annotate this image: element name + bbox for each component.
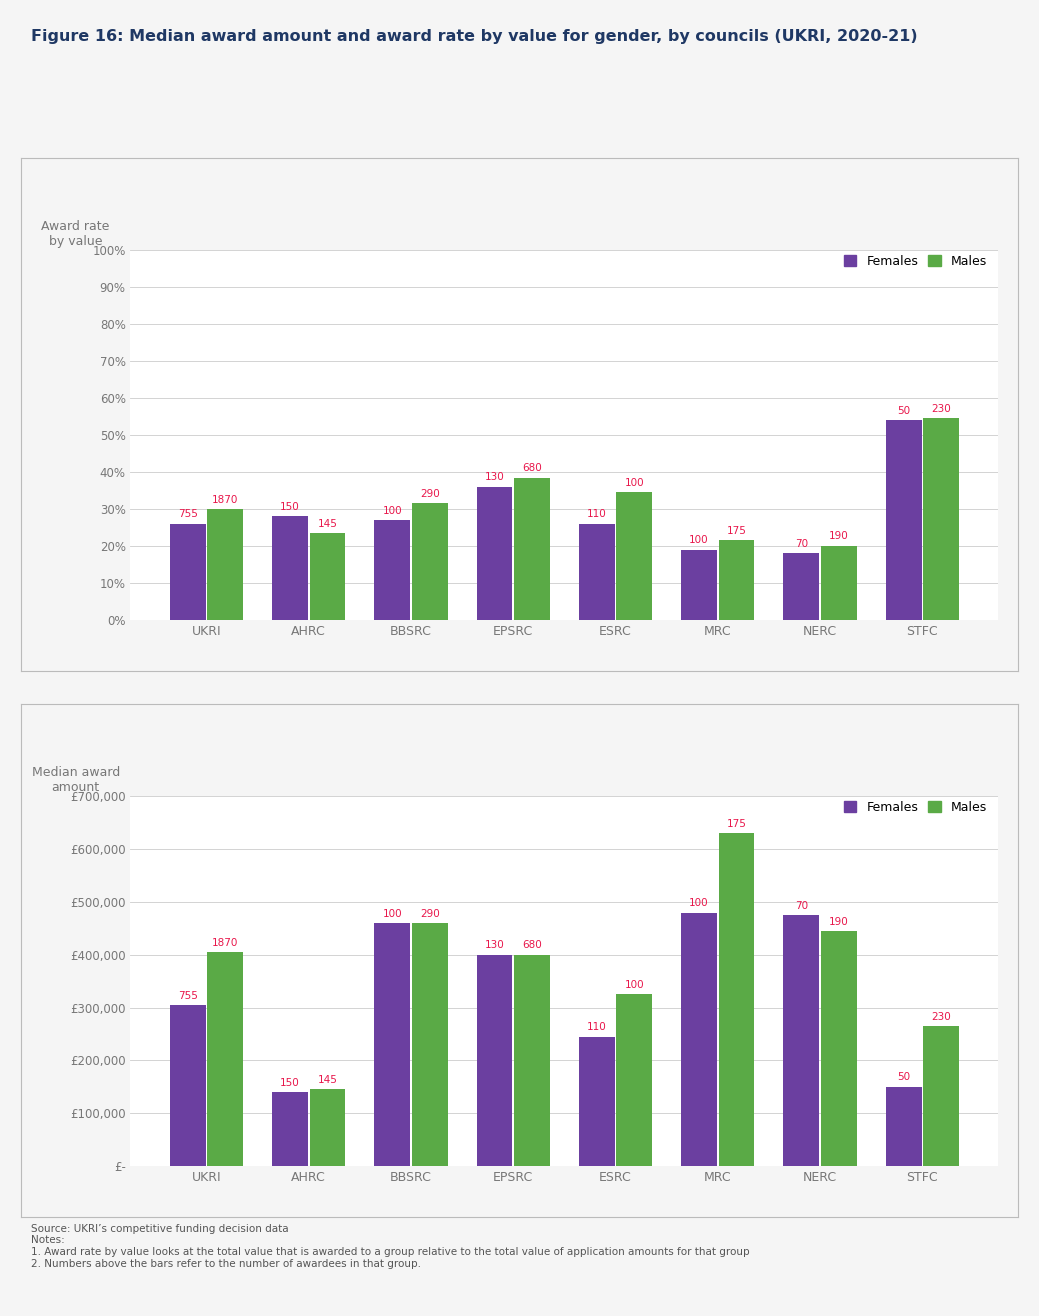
- Text: 50: 50: [897, 1073, 910, 1082]
- Bar: [170, 524, 206, 620]
- Bar: [719, 541, 754, 620]
- Text: 230: 230: [931, 1012, 951, 1021]
- Bar: [411, 504, 448, 620]
- Bar: [616, 995, 652, 1166]
- Text: Median award
amount: Median award amount: [31, 766, 119, 794]
- Text: Source: UKRI’s competitive funding decision data
Notes:
1. Award rate by value l: Source: UKRI’s competitive funding decis…: [31, 1224, 750, 1269]
- Text: 50: 50: [897, 405, 910, 416]
- Bar: [411, 923, 448, 1166]
- Text: 175: 175: [726, 819, 746, 829]
- Text: Figure 16: Median award amount and award rate by value for gender, by councils (: Figure 16: Median award amount and award…: [31, 29, 917, 43]
- Legend: Females, Males: Females, Males: [838, 250, 992, 272]
- Bar: [885, 420, 922, 620]
- Bar: [477, 955, 512, 1166]
- Bar: [682, 912, 717, 1166]
- Bar: [783, 553, 819, 620]
- Text: 680: 680: [522, 463, 541, 474]
- Bar: [374, 520, 410, 620]
- Bar: [579, 524, 615, 620]
- Text: 130: 130: [485, 472, 505, 483]
- Text: 130: 130: [485, 941, 505, 950]
- Text: 100: 100: [382, 505, 402, 516]
- Bar: [682, 550, 717, 620]
- Bar: [885, 1087, 922, 1166]
- Text: 175: 175: [726, 526, 746, 536]
- Text: 290: 290: [420, 909, 439, 919]
- Bar: [923, 418, 959, 620]
- Text: 1870: 1870: [212, 938, 238, 948]
- Text: 190: 190: [829, 917, 849, 926]
- Text: 290: 290: [420, 490, 439, 499]
- Text: 755: 755: [178, 991, 197, 1000]
- Bar: [616, 492, 652, 620]
- Text: 100: 100: [689, 898, 709, 908]
- Bar: [207, 509, 243, 620]
- Bar: [783, 915, 819, 1166]
- Text: 190: 190: [829, 532, 849, 541]
- Text: 145: 145: [318, 519, 338, 529]
- Text: 680: 680: [522, 941, 541, 950]
- Text: 100: 100: [624, 980, 644, 990]
- Text: 1870: 1870: [212, 495, 238, 504]
- Text: 70: 70: [795, 900, 808, 911]
- Text: 110: 110: [587, 1023, 607, 1032]
- Text: 230: 230: [931, 404, 951, 415]
- Bar: [207, 953, 243, 1166]
- Bar: [719, 833, 754, 1166]
- Text: 100: 100: [689, 536, 709, 545]
- Bar: [272, 1092, 308, 1166]
- Bar: [272, 516, 308, 620]
- Bar: [514, 955, 550, 1166]
- Bar: [514, 478, 550, 620]
- Text: 145: 145: [318, 1075, 338, 1084]
- Bar: [923, 1026, 959, 1166]
- Bar: [170, 1005, 206, 1166]
- Text: 100: 100: [382, 909, 402, 919]
- Legend: Females, Males: Females, Males: [838, 796, 992, 819]
- Bar: [477, 487, 512, 620]
- Bar: [821, 546, 856, 620]
- Text: 100: 100: [624, 478, 644, 488]
- Bar: [579, 1037, 615, 1166]
- Text: 110: 110: [587, 509, 607, 520]
- Bar: [310, 1090, 345, 1166]
- Bar: [821, 930, 856, 1166]
- Text: 755: 755: [178, 509, 197, 520]
- Text: 150: 150: [281, 501, 300, 512]
- Bar: [310, 533, 345, 620]
- Text: 150: 150: [281, 1078, 300, 1087]
- Bar: [374, 923, 410, 1166]
- Text: 70: 70: [795, 538, 808, 549]
- Text: Award rate
by value: Award rate by value: [42, 220, 110, 247]
